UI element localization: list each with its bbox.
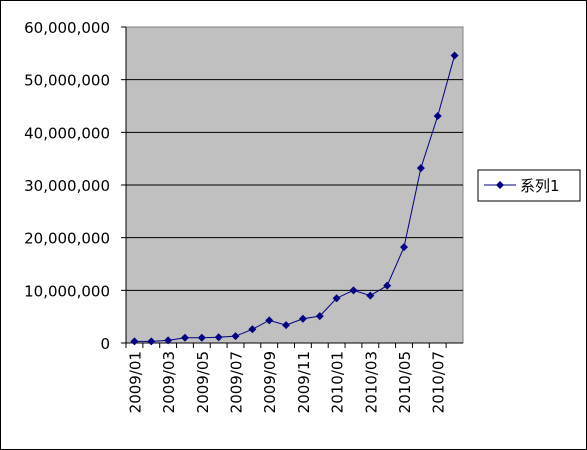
marker: [214, 333, 223, 342]
marker: [164, 336, 173, 345]
marker: [450, 51, 459, 60]
y-tick-label: 60,000,000: [24, 19, 110, 37]
marker: [282, 321, 291, 330]
marker: [298, 314, 307, 323]
x-tick-label: 2010/07: [430, 351, 448, 413]
marker: [180, 333, 189, 342]
marker: [231, 332, 240, 341]
x-tick-label: 2009/07: [228, 351, 246, 413]
y-tick-label: 0: [100, 335, 110, 353]
marker: [366, 291, 375, 300]
x-tick-label: 2009/11: [295, 351, 313, 413]
x-tick-label: 2009/05: [194, 351, 212, 413]
x-tick-label: 2009/01: [126, 351, 144, 413]
x-tick-label: 2010/03: [362, 351, 380, 413]
marker: [248, 325, 257, 334]
marker: [400, 243, 409, 252]
y-tick-label: 50,000,000: [24, 72, 110, 90]
y-tick-label: 30,000,000: [24, 177, 110, 195]
marker: [147, 337, 156, 346]
x-tick-label: 2010/05: [396, 351, 414, 413]
marker: [433, 112, 442, 121]
marker: [332, 294, 341, 303]
marker: [265, 316, 274, 325]
marker: [349, 286, 358, 295]
y-tick-label: 20,000,000: [24, 230, 110, 248]
marker: [197, 333, 206, 342]
marker: [383, 281, 392, 290]
x-tick-label: 2009/09: [261, 351, 279, 413]
marker: [315, 312, 324, 321]
legend-label: 系列1: [520, 177, 560, 195]
x-tick-label: 2009/03: [160, 351, 178, 413]
legend-marker: [496, 181, 504, 189]
y-tick-label: 10,000,000: [24, 282, 110, 300]
marker: [130, 337, 139, 346]
y-tick-label: 40,000,000: [24, 124, 110, 142]
marker: [416, 164, 425, 173]
x-tick-label: 2010/01: [329, 351, 347, 413]
